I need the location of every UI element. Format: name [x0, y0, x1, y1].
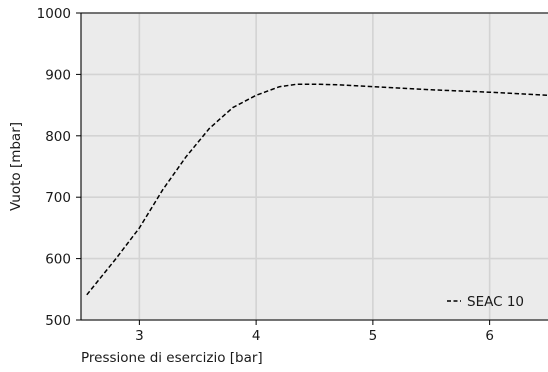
y-tick-label: 600 — [45, 252, 71, 268]
x-tick-label: 6 — [485, 328, 494, 344]
x-tick-label: 5 — [369, 328, 378, 344]
axes — [80, 12, 548, 321]
x-tick-label: 4 — [252, 328, 261, 344]
x-axis-ticks: 3 4 5 6 — [135, 320, 494, 344]
series-line-0 — [86, 83, 548, 296]
y-tick-label: 700 — [45, 190, 71, 206]
y-tick-label: 800 — [45, 129, 71, 145]
y-tick-label: 500 — [45, 313, 71, 329]
legend-label-seac-10: SEAC 10 — [467, 294, 524, 310]
y-axis-ticks: 500 600 700 800 900 1000 — [37, 6, 81, 329]
x-tick-label: 3 — [135, 328, 144, 344]
y-tick-label: 900 — [45, 67, 71, 83]
x-axis-label: Pressione di esercizio [bar] — [81, 350, 263, 366]
y-tick-label: 1000 — [37, 6, 71, 22]
series-layer — [86, 83, 548, 296]
y-axis-label: Vuoto [mbar] — [8, 122, 24, 211]
legend: SEAC 10 — [447, 294, 524, 310]
plot-area — [81, 13, 548, 320]
